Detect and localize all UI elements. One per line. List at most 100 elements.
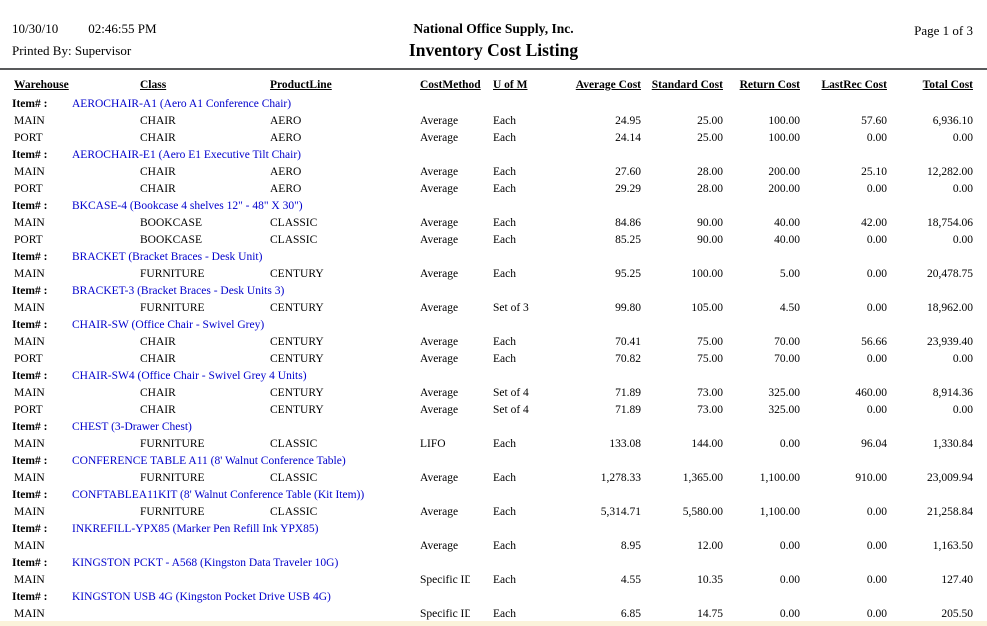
col-header-class: Class [140, 79, 167, 91]
item-number-label: Item# : [12, 523, 48, 535]
table-cell: Each [493, 217, 516, 229]
table-cell: CHAIR [140, 353, 176, 365]
table-cell: Each [493, 353, 516, 365]
table-cell: PORT [14, 132, 43, 144]
table-cell: 0.00 [866, 506, 887, 518]
table-cell: MAIN [14, 438, 45, 450]
table-cell: 4.50 [779, 302, 800, 314]
col-header-return-cost: Return Cost [739, 79, 800, 91]
table-cell: 910.00 [855, 472, 887, 484]
table-cell: 75.00 [697, 336, 723, 348]
table-cell [260, 538, 400, 555]
col-header-total-cost: Total Cost [922, 79, 973, 91]
table-cell: AERO [270, 183, 302, 195]
data-row: MAIN FURNITURE CLASSIC Average Each 5,314.71 5… [10, 504, 977, 521]
table-cell: 0.00 [866, 268, 887, 280]
table-cell: 70.82 [615, 353, 641, 365]
table-cell: 12.00 [697, 540, 723, 552]
col-header-standard-cost: Standard Cost [651, 79, 723, 91]
table-cell: 24.95 [615, 115, 641, 127]
item-row: Item# : AEROCHAIR-E1 (Aero E1 Executive T… [10, 147, 977, 164]
item-description: CONFERENCE TABLE A11 (8' Walnut Conferen… [72, 455, 346, 467]
table-cell: PORT [14, 404, 43, 416]
item-description: BKCASE-4 (Bookcase 4 shelves 12" - 48" X… [72, 200, 303, 212]
table-cell: 73.00 [697, 387, 723, 399]
table-cell: 70.00 [774, 353, 800, 365]
header-left: 10/30/10 02:46:55 PM Printed By: Supervis… [12, 21, 157, 59]
table-cell: 0.00 [866, 183, 887, 195]
table-cell: Each [493, 115, 516, 127]
table-cell: 100.00 [768, 132, 800, 144]
item-number-label: Item# : [12, 489, 48, 501]
table-cell: Average [420, 132, 459, 144]
table-cell: CENTURY [270, 404, 324, 416]
data-row: PORT CHAIR AERO Average Each 24.14 25.00 100.00… [10, 130, 977, 147]
table-cell: Each [493, 336, 516, 348]
table-cell: 24.14 [615, 132, 641, 144]
item-description: AEROCHAIR-E1 (Aero E1 Executive Tilt Cha… [72, 149, 302, 161]
item-description: CHAIR-SW (Office Chair - Swivel Grey) [72, 319, 265, 331]
table-cell: Average [420, 166, 459, 178]
table-cell: Each [493, 574, 516, 586]
col-header-average-cost: Average Cost [575, 79, 641, 91]
col-header-lastrec-cost: LastRec Cost [821, 79, 887, 91]
table-cell: 75.00 [697, 353, 723, 365]
table-cell: Set of 3 [493, 302, 529, 314]
table-cell: 84.86 [615, 217, 641, 229]
table-cell: 5,580.00 [682, 506, 723, 518]
table-cell: Average [420, 183, 459, 195]
table-cell: 0.00 [952, 183, 973, 195]
table-cell: MAIN [14, 268, 45, 280]
table-cell: Average [420, 268, 459, 280]
table-cell [130, 538, 260, 555]
item-description: INKREFILL-YPX85 (Marker Pen Refill Ink Y… [72, 523, 319, 535]
table-cell: Each [493, 608, 516, 620]
table-cell: AERO [270, 166, 302, 178]
table-cell: 10.35 [697, 574, 723, 586]
table-cell: 205.50 [941, 608, 973, 620]
table-cell: MAIN [14, 540, 45, 552]
item-number-label: Item# : [12, 98, 48, 110]
table-cell: 100.00 [691, 268, 723, 280]
data-row: MAIN FURNITURE CLASSIC LIFO Each 133.08 144.00… [10, 436, 977, 453]
table-cell: 90.00 [697, 217, 723, 229]
table-cell: MAIN [14, 574, 45, 586]
table-cell: CHAIR [140, 132, 176, 144]
print-datetime: 10/30/10 02:46:55 PM [12, 21, 157, 37]
col-header-uofm: U of M [493, 79, 528, 91]
item-description: CONFTABLEA11KIT (8' Walnut Conference Ta… [72, 489, 365, 501]
data-row: MAIN Specific ID Each 6.85 14.75 0.00 0.00 205.… [10, 606, 977, 623]
table-cell: MAIN [14, 506, 45, 518]
table-cell: Average [420, 387, 459, 399]
item-number-label: Item# : [12, 370, 48, 382]
table-cell: 23,009.94 [927, 472, 973, 484]
table-cell: 23,939.40 [927, 336, 973, 348]
table-cell: 85.25 [615, 234, 641, 246]
table-cell: 18,962.00 [927, 302, 973, 314]
table-cell: PORT [14, 234, 43, 246]
table-cell: CHAIR [140, 166, 176, 178]
table-cell: 0.00 [779, 438, 800, 450]
item-row: Item# : CHEST (3-Drawer Chest) [10, 419, 977, 436]
table-cell: 25.10 [861, 166, 887, 178]
item-description: BRACKET-3 (Bracket Braces - Desk Units 3… [72, 285, 285, 297]
table-cell: 21,258.84 [927, 506, 973, 518]
table-cell: 0.00 [952, 132, 973, 144]
table-cell: 5.00 [779, 268, 800, 280]
table-cell: CHAIR [140, 336, 176, 348]
table-cell: 95.25 [615, 268, 641, 280]
data-row: PORT CHAIR CENTURY Average Set of 4 71.89 73.0… [10, 402, 977, 419]
table-cell: CENTURY [270, 268, 324, 280]
table-cell: 325.00 [768, 404, 800, 416]
table-cell: Each [493, 132, 516, 144]
table-header-row: Warehouse Class ProductLine CostMethod U… [10, 74, 977, 96]
item-row: Item# : KINGSTON PCKT - A568 (Kingston Da… [10, 555, 977, 572]
printed-by: Printed By: Supervisor [12, 43, 132, 58]
data-row: MAIN FURNITURE CENTURY Average Each 95.25 100.… [10, 266, 977, 283]
table-cell: MAIN [14, 166, 45, 178]
item-description: CHEST (3-Drawer Chest) [72, 421, 192, 433]
table-cell: 57.60 [861, 115, 887, 127]
item-row: Item# : KINGSTON USB 4G (Kingston Pocket … [10, 589, 977, 606]
table-cell: 25.00 [697, 132, 723, 144]
table-cell: 1,365.00 [682, 472, 723, 484]
